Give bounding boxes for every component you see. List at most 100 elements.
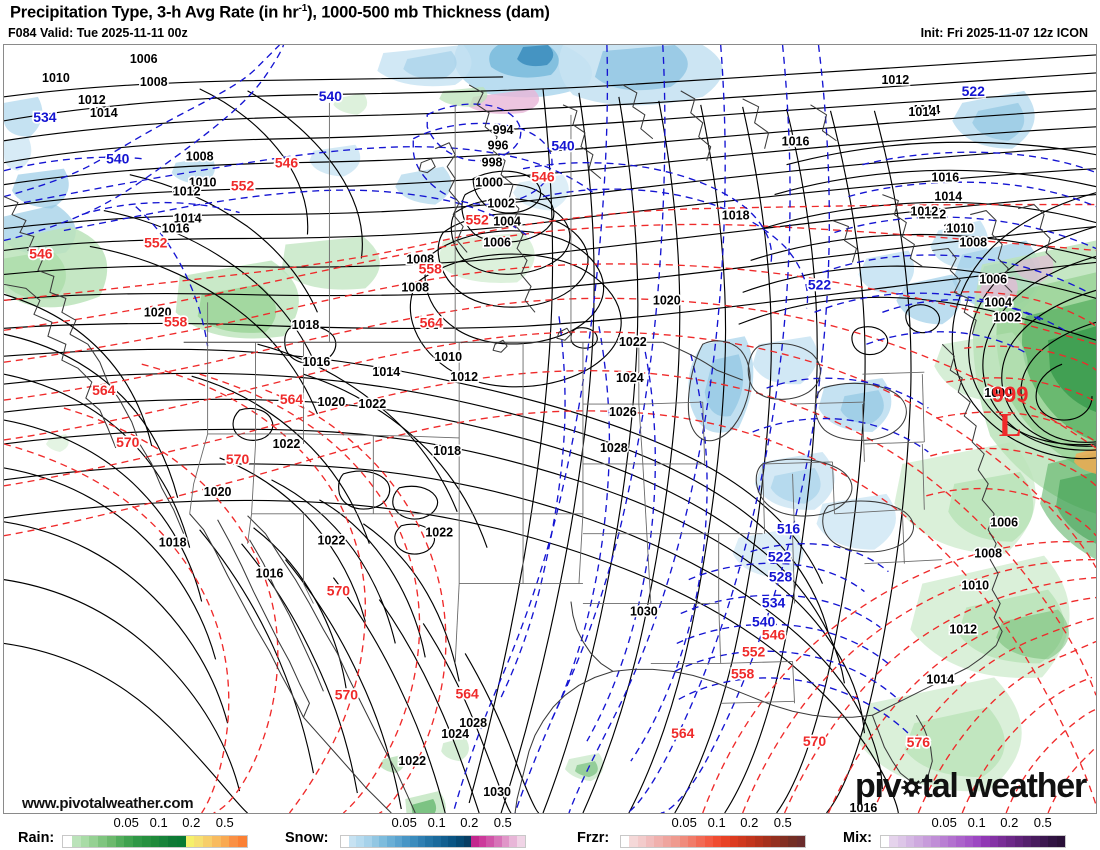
legend-swatch (371, 836, 380, 847)
thickness-label: 540 (551, 138, 575, 154)
legend-colorbar-mix[interactable] (880, 835, 1066, 848)
legend-tick-label: 0.1 (967, 815, 986, 830)
legend-colorbar-snow[interactable] (340, 835, 526, 848)
isobar-label-halo: 1020 (318, 395, 346, 409)
legend-label-rain: Rain: (18, 830, 55, 846)
legend-swatch (796, 836, 805, 847)
isobar-label-halo: 1016 (162, 222, 190, 236)
isobar-label-halo: 1028 (600, 441, 628, 455)
legend-bar: Rain: 0.05 0.1 0.2 0.5 Snow: 0.05 0.1 0.2 0.5 Frzr… (0, 814, 1100, 850)
thickness-label-halo: 564 (671, 725, 695, 741)
legend-swatch (89, 836, 98, 847)
legend-swatch (779, 836, 789, 847)
legend-swatch (402, 836, 410, 847)
isobar-label: 1018 (433, 444, 461, 458)
thickness-label-halo: 564 (92, 382, 116, 398)
isobar-label-halo: 1006 (990, 516, 1018, 530)
map-canvas[interactable]: 1010 1010 1006 1006 1008 1008 1012 1012 1014 1014… (3, 44, 1097, 814)
legend-tick-label: 0.5 (215, 815, 234, 830)
isobar-label: 1022 (318, 534, 346, 548)
legend-swatch (738, 836, 747, 847)
isobar-label-halo: 1016 (782, 135, 810, 149)
thickness-label-halo: 540 (106, 151, 130, 167)
thickness-label: 558 (419, 260, 443, 276)
legend-swatch (394, 836, 403, 847)
init-time-label: Init: Fri 2025-11-07 12z ICON (920, 26, 1088, 40)
legend-swatch (133, 836, 142, 847)
legend-tick-label: 0.1 (149, 815, 168, 830)
isobar-label: 1014 (926, 672, 954, 686)
legend-colorbar-rain[interactable] (62, 835, 248, 848)
thickness-contours-warm (4, 203, 1096, 813)
isobar-label: 1030 (630, 605, 658, 619)
legend-swatch (106, 836, 116, 847)
isobar-label-halo: 1014 (926, 672, 954, 686)
isobar-label: 1022 (358, 397, 386, 411)
isobar-label-halo: 1022 (273, 437, 301, 451)
thickness-label: 534 (762, 595, 786, 611)
isobar-label-halo: 1000 (984, 386, 1012, 400)
legend-swatch (463, 836, 472, 847)
isobar-label: 1008 (959, 235, 987, 249)
isobar-label-halo: 1014 (372, 365, 400, 379)
thickness-label-halo: 522 (962, 83, 986, 99)
isobar-label-halo: 1004 (493, 215, 521, 229)
legend-swatch (185, 836, 195, 847)
legend-swatch (141, 836, 151, 847)
isobar-label-halo: 1008 (974, 547, 1002, 561)
thickness-label-halo: 558 (164, 313, 188, 329)
legend-swatch (124, 836, 133, 847)
legend-swatch (763, 836, 772, 847)
isobar-label: 996 (488, 139, 509, 153)
legend-swatch (455, 836, 464, 847)
isobar-label-halo: 1014 (934, 190, 962, 204)
legend-label-mix: Mix: (843, 830, 872, 846)
legend-colorbar-frzr[interactable] (620, 835, 806, 848)
thickness-label: 570 (803, 733, 827, 749)
legend-ticks-snow: 0.05 0.1 0.2 0.5 (340, 814, 526, 834)
thickness-label-halo: 564 (280, 391, 304, 407)
isobar-label: 1022 (425, 526, 453, 540)
legend-swatch (897, 836, 907, 847)
legend-swatch (906, 836, 915, 847)
isobar-label-halo: 1008 (406, 252, 434, 266)
legend-swatch (998, 836, 1007, 847)
thickness-label-halo: 522 (808, 276, 832, 292)
legend-swatch (509, 836, 518, 847)
isobar-label: 1028 (600, 441, 628, 455)
isobar-label-halo: 1008 (140, 75, 168, 89)
legend-swatch (754, 836, 764, 847)
isobar-label: 1012 (910, 205, 938, 219)
thickness-label: 516 (777, 521, 801, 537)
legend-swatch (881, 836, 890, 847)
isobar-label: 1018 (722, 209, 750, 223)
isobar-label: 1000 (475, 176, 503, 190)
legend-swatch (478, 836, 487, 847)
brand-watermark: piv tal weather (855, 767, 1087, 806)
isobar-label: 1014 (934, 190, 962, 204)
legend-swatch (448, 836, 456, 847)
legend-swatch (721, 836, 730, 847)
thickness-label: 522 (768, 549, 792, 565)
isobar-label: 1014 (174, 212, 202, 226)
isobar-label: 1020 (318, 395, 346, 409)
legend-swatch (517, 836, 525, 847)
isobar-label: 1012 (949, 622, 977, 636)
thickness-label: 540 (106, 151, 130, 167)
isobar-label-halo: 1018 (292, 318, 320, 332)
legend-swatch (203, 836, 212, 847)
isobar-label: 1008 (186, 150, 214, 164)
thickness-label-halo: 552 (231, 178, 255, 194)
gear-icon (900, 777, 922, 798)
isobar-label-halo: 1002 (487, 197, 515, 211)
thickness-label-halo: 570 (327, 583, 351, 599)
thickness-label-halo: 540 (551, 138, 575, 154)
isobar-label: 1004 (984, 295, 1012, 309)
isobar-label: 1020 (653, 293, 681, 307)
isobar-contours (4, 54, 1096, 813)
isobar-label: 1020 (144, 305, 172, 319)
isobar-label: 1014 (908, 105, 936, 119)
isobar-label: 1012 (78, 93, 106, 107)
legend-swatch (621, 836, 630, 847)
thickness-label: 570 (116, 434, 140, 450)
